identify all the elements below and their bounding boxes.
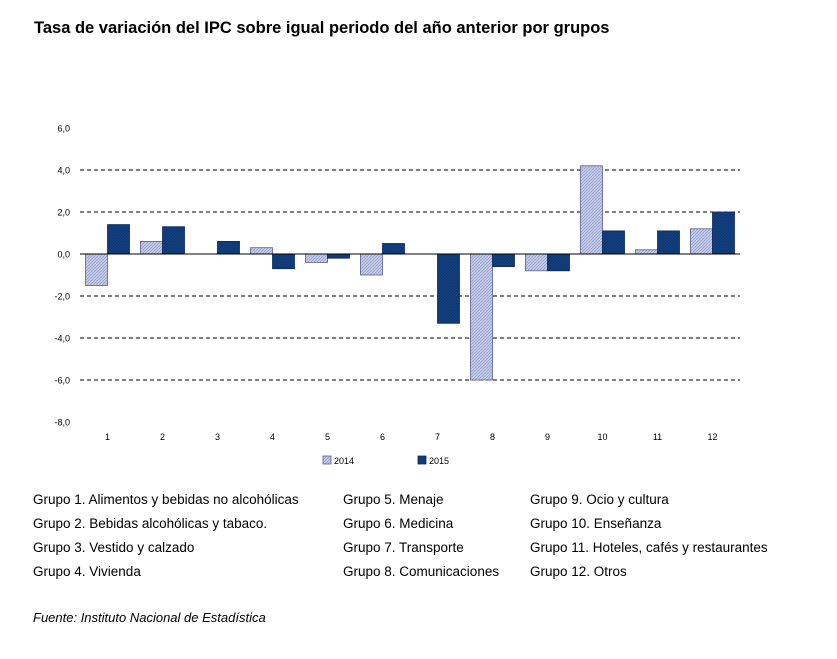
y-tick-label: -4,0 <box>54 334 70 344</box>
bar-chart: 6,04,02,00,0-2,0-4,0-6,0-8,0 1 2 3 4 5 6 7 8 9 10… <box>54 124 740 466</box>
bar-2014-group-11 <box>635 249 658 255</box>
x-tick-label: 12 <box>707 432 717 442</box>
y-tick-label: -8,0 <box>54 418 70 428</box>
x-tick-label: 10 <box>597 432 607 442</box>
legend-label: 2015 <box>429 456 449 466</box>
bar-2014-group-10 <box>580 165 603 255</box>
y-tick-label: 0,0 <box>57 250 70 260</box>
bar-2015-group-6 <box>382 243 405 255</box>
x-tick-label: 3 <box>215 432 220 442</box>
legend-swatch-2014 <box>322 455 332 465</box>
bar-2015-group-5 <box>327 253 350 259</box>
bar-2014-group-4 <box>250 247 273 255</box>
group-label: Grupo 1. Alimentos y bebidas no alcohóli… <box>33 492 299 507</box>
x-tick-label: 7 <box>435 432 440 442</box>
group-column: Grupo 9. Ocio y cultura Grupo 10. Enseñan… <box>530 489 768 585</box>
group-label: Grupo 4. Vivienda <box>33 564 141 579</box>
source-note: Fuente: Instituto Nacional de Estadístic… <box>33 610 266 625</box>
y-axis-ticks: 6,0 4,0 2,0 0,0 -2,0 -4,0 -6,0 -8,0 <box>54 124 70 428</box>
bar-2015-group-11 <box>657 230 680 255</box>
bar-2015-group-2 <box>162 226 185 255</box>
bar-2015-group-7 <box>437 253 460 324</box>
y-tick-label: -6,0 <box>54 376 70 386</box>
group-column: Grupo 5. Menaje Grupo 6. Medicina Grupo 7.… <box>343 489 499 585</box>
x-tick-label: 11 <box>653 432 662 442</box>
y-tick-label: 4,0 <box>57 166 70 176</box>
bars <box>85 165 735 381</box>
y-tick-label: 6,0 <box>57 124 70 134</box>
bar-2014-group-6 <box>360 253 383 276</box>
group-label: Grupo 9. Ocio y cultura <box>530 492 669 507</box>
legend: 2014 2015 <box>322 455 449 466</box>
bar-2015-group-4 <box>272 253 295 270</box>
x-tick-label: 2 <box>160 432 165 442</box>
group-label: Grupo 8. Comunicaciones <box>343 564 500 579</box>
bar-2015-group-8 <box>492 253 515 268</box>
group-label: Grupo 2. Bebidas alcohólicas y tabaco. <box>33 516 268 531</box>
chart-title: Tasa de variación del IPC sobre igual pe… <box>34 19 610 37</box>
gridlines <box>80 169 740 381</box>
y-tick-label: 2,0 <box>57 208 70 218</box>
legend-label: 2014 <box>334 456 354 466</box>
group-label: Grupo 12. Otros <box>530 564 627 579</box>
bar-2015-group-12 <box>712 211 735 255</box>
group-label: Grupo 6. Medicina <box>343 516 454 531</box>
bar-2014-group-2 <box>140 240 163 255</box>
group-column: Grupo 1. Alimentos y bebidas no alcohóli… <box>33 489 299 585</box>
bar-2014-group-8 <box>470 253 493 381</box>
group-label: Grupo 3. Vestido y calzado <box>33 540 195 555</box>
x-tick-label: 8 <box>490 432 495 442</box>
group-label: Grupo 10. Enseñanza <box>530 516 662 531</box>
bar-2015-group-3 <box>217 240 240 255</box>
bar-2015-group-9 <box>547 253 570 272</box>
x-tick-label: 6 <box>380 432 385 442</box>
x-tick-label: 1 <box>105 432 110 442</box>
bar-2015-group-1 <box>107 224 130 255</box>
y-tick-label: -2,0 <box>54 292 70 302</box>
x-axis-ticks: 1 2 3 4 5 6 7 8 9 10 11 12 <box>105 432 718 442</box>
legend-swatch-2015 <box>417 455 427 465</box>
bar-2014-group-5 <box>305 253 328 263</box>
group-label: Grupo 5. Menaje <box>343 492 444 507</box>
x-tick-label: 9 <box>545 432 550 442</box>
group-label: Grupo 11. Hoteles, cafés y restaurantes <box>530 540 768 555</box>
bar-2015-group-10 <box>602 230 625 255</box>
group-label: Grupo 7. Transporte <box>343 540 464 555</box>
x-tick-label: 4 <box>270 432 275 442</box>
bar-2014-group-1 <box>85 253 108 286</box>
bar-2014-group-12 <box>690 228 713 255</box>
bar-2014-group-9 <box>525 253 548 272</box>
x-tick-label: 5 <box>325 432 330 442</box>
